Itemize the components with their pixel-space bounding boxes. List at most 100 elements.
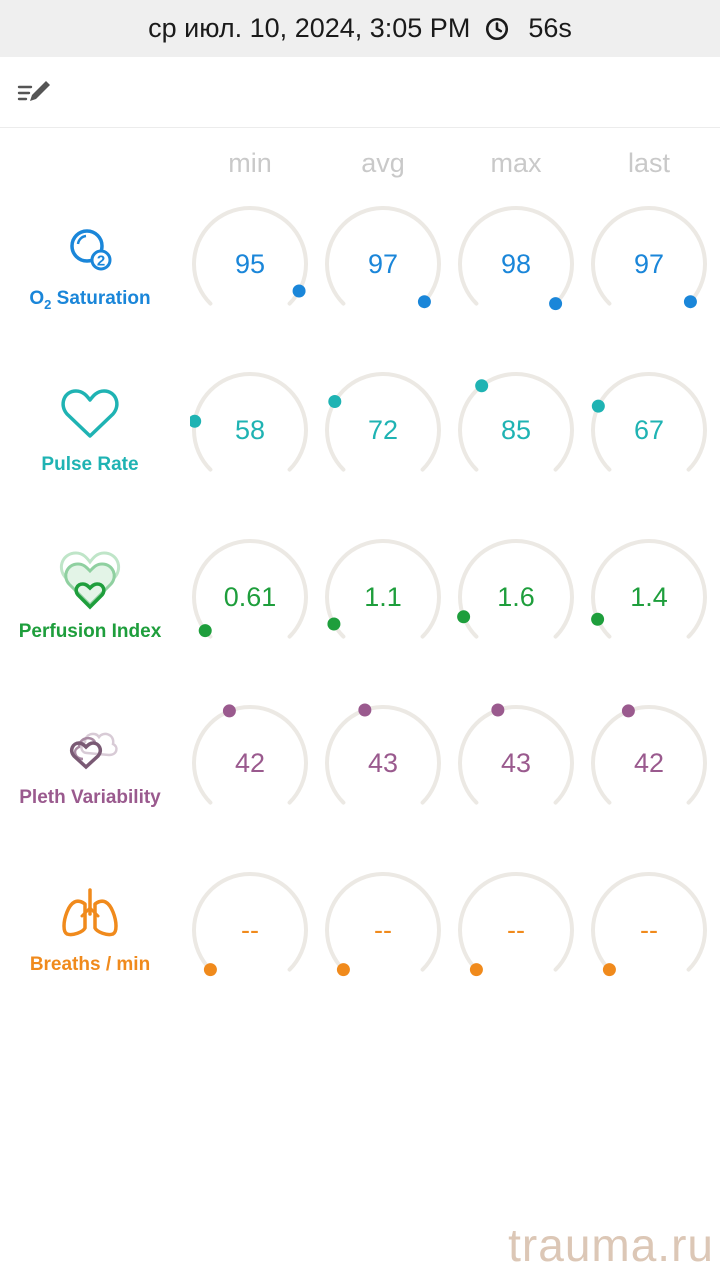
- gauge-arc: [591, 704, 707, 805]
- gauge-indicator-dot: [327, 617, 341, 631]
- gauge-track: [325, 872, 441, 972]
- gauge-indicator-dot: [475, 379, 489, 393]
- heart-icon: [57, 384, 123, 444]
- gauge-track: [325, 206, 441, 306]
- status-bar: ср июл. 10, 2024, 3:05 PM 56s: [0, 0, 720, 57]
- gauge-breaths-min[interactable]: --: [190, 870, 310, 990]
- gauge-arc: [325, 372, 441, 472]
- row-label-breaths: Breaths / min: [29, 954, 151, 975]
- gauge-arc: [192, 704, 308, 805]
- gauge-arc: [190, 372, 308, 472]
- gauge-track: [458, 705, 574, 805]
- gauge-value: 85: [500, 414, 532, 445]
- gauge-value: 72: [367, 414, 399, 445]
- gauge-arc: [325, 206, 441, 309]
- gauge-perfusion-avg[interactable]: 1.1: [323, 537, 443, 657]
- row-label-spo2: O2 Saturation: [29, 288, 151, 312]
- lungs-icon: [57, 884, 123, 944]
- row-label-pulse: Pulse Rate: [41, 454, 139, 475]
- gauge-track: [591, 705, 707, 805]
- gauge-value: 42: [633, 747, 665, 778]
- gauge-indicator-dot: [491, 703, 505, 717]
- row-label-pleth: Pleth Variability: [19, 787, 161, 808]
- gauge-value: 1.1: [364, 581, 402, 612]
- gauge-arc: [192, 206, 308, 306]
- clock-icon: [486, 17, 509, 40]
- column-header-last: last: [627, 148, 671, 178]
- gauge-indicator-dot: [203, 963, 217, 977]
- gauge-indicator-dot: [457, 610, 471, 624]
- gauge-value: 97: [367, 248, 399, 279]
- gauge-indicator-dot: [591, 612, 605, 626]
- gauge-perfusion-last[interactable]: 1.4: [589, 537, 709, 657]
- gauge-indicator-dot: [358, 703, 372, 717]
- column-header-avg: avg: [361, 148, 405, 178]
- gauge-track: [325, 539, 441, 639]
- gauge-value: 98: [500, 248, 532, 279]
- gauge-pleth-max[interactable]: 43: [456, 703, 576, 823]
- gauge-track: [591, 872, 707, 972]
- gauge-value: 97: [633, 248, 665, 279]
- gauge-perfusion-max[interactable]: 1.6: [456, 537, 576, 657]
- gauge-pulse-min[interactable]: 58: [190, 370, 310, 490]
- toolbar: [0, 57, 720, 128]
- gauge-breaths-avg[interactable]: --: [323, 870, 443, 990]
- gauge-pulse-avg[interactable]: 72: [323, 370, 443, 490]
- gauge-spo2-avg[interactable]: 97: [323, 204, 443, 324]
- gauge-track: [192, 705, 308, 805]
- gauge-arc: [458, 872, 574, 977]
- gauge-indicator-dot: [683, 295, 697, 309]
- gauge-indicator-dot: [469, 963, 483, 977]
- gauge-arc: [591, 539, 707, 639]
- gauge-arc: [458, 206, 574, 311]
- gauge-indicator-dot: [336, 963, 350, 977]
- gauge-spo2-min[interactable]: 95: [190, 204, 310, 324]
- gauge-breaths-max[interactable]: --: [456, 870, 576, 990]
- gauge-pulse-last[interactable]: 67: [589, 370, 709, 490]
- gauge-indicator-dot: [602, 963, 616, 977]
- gauge-pleth-avg[interactable]: 43: [323, 703, 443, 823]
- svg-text:2: 2: [97, 253, 105, 270]
- gauge-indicator-dot: [292, 284, 306, 298]
- gauge-track: [458, 206, 574, 306]
- column-header-min: min: [228, 148, 272, 178]
- gauge-value: 43: [500, 747, 532, 778]
- gauge-indicator-dot: [190, 414, 202, 428]
- gauge-track: [458, 539, 574, 639]
- gauge-indicator-dot: [328, 394, 342, 408]
- gauge-track: [458, 872, 574, 972]
- gauge-pleth-min[interactable]: 42: [190, 703, 310, 823]
- column-header-max: max: [490, 148, 542, 178]
- gauge-indicator-dot: [621, 704, 635, 718]
- gauge-track: [192, 206, 308, 306]
- gauge-breaths-last[interactable]: --: [589, 870, 709, 990]
- gauge-indicator-dot: [591, 399, 605, 413]
- edit-list-icon[interactable]: [16, 77, 56, 109]
- gauge-track: [591, 372, 707, 472]
- gauge-track: [192, 372, 308, 472]
- gauge-arc: [591, 206, 707, 309]
- gauge-indicator-dot: [198, 624, 212, 638]
- gauge-arc: [325, 872, 441, 977]
- gauge-arc: [591, 872, 707, 977]
- gauge-track: [458, 372, 574, 472]
- gauge-value: 58: [234, 414, 266, 445]
- gauge-pleth-last[interactable]: 42: [589, 703, 709, 823]
- gauge-perfusion-min[interactable]: 0.61: [190, 537, 310, 657]
- gauge-track: [591, 206, 707, 306]
- gauge-spo2-max[interactable]: 98: [456, 204, 576, 324]
- gauge-track: [192, 872, 308, 972]
- gauge-arc: [192, 872, 308, 977]
- pleth-hearts-icon: [57, 717, 123, 777]
- gauge-value: 95: [234, 248, 266, 279]
- gauge-value: 1.6: [497, 581, 535, 612]
- gauge-pulse-max[interactable]: 85: [456, 370, 576, 490]
- gauge-value: --: [241, 914, 259, 945]
- gauge-value: --: [374, 914, 392, 945]
- session-datetime: ср июл. 10, 2024, 3:05 PM: [148, 13, 471, 43]
- gauge-spo2-last[interactable]: 97: [589, 204, 709, 324]
- gauge-arc: [325, 703, 441, 805]
- gauge-track: [192, 539, 308, 639]
- gauge-value: 43: [367, 747, 399, 778]
- gauge-indicator-dot: [417, 295, 431, 309]
